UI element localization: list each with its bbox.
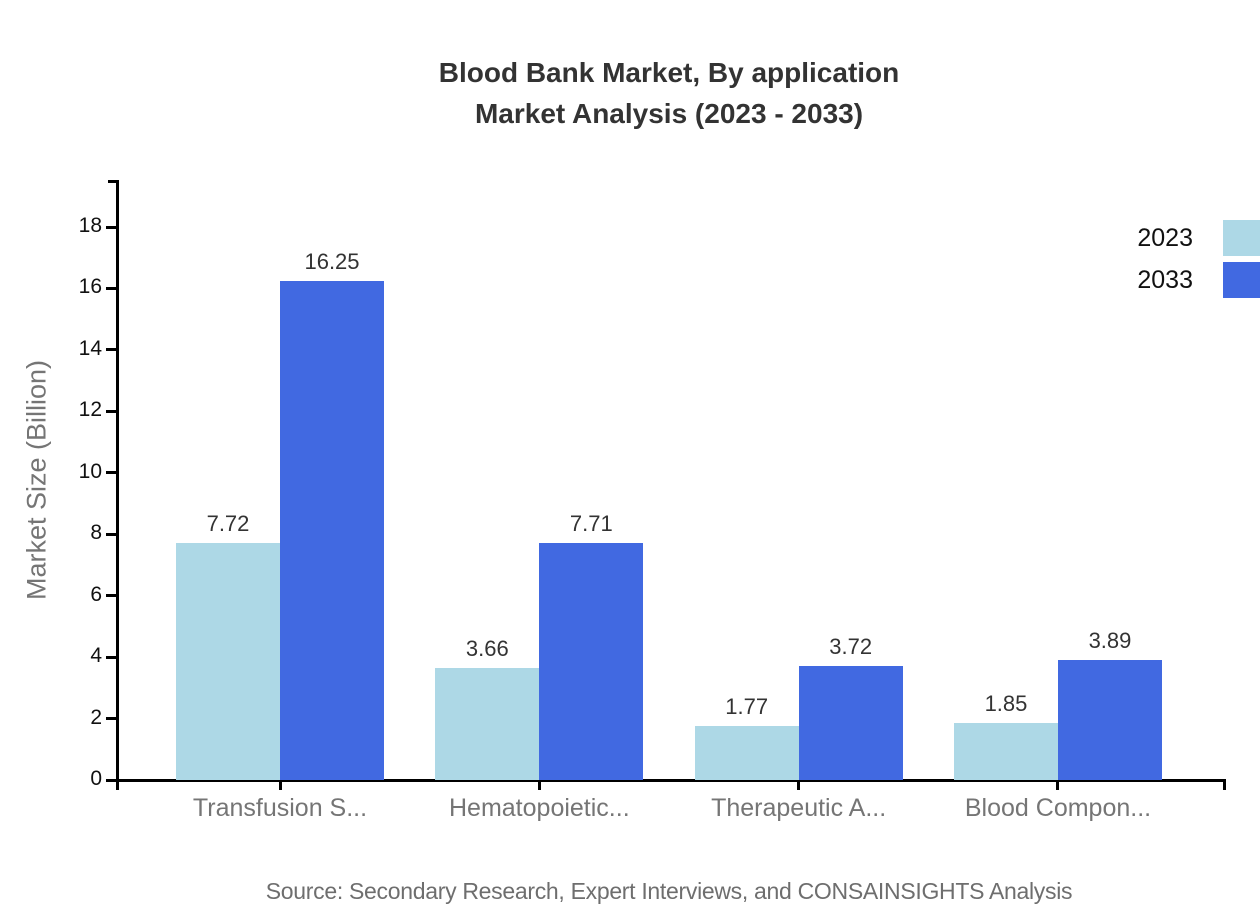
y-tick [106, 409, 118, 413]
y-tick [106, 348, 118, 352]
bar-value-label: 1.85 [984, 691, 1028, 717]
y-tick [106, 225, 118, 229]
legend-item-2033: 2033 [1137, 262, 1260, 298]
x-axis-right-tick [1223, 779, 1226, 790]
bar-2023-0 [176, 542, 280, 780]
x-tick [537, 780, 541, 790]
bar-value-label: 7.71 [569, 511, 613, 537]
y-tick [106, 286, 118, 290]
legend-swatch-2023 [1223, 220, 1260, 256]
bar-value-label: 1.77 [725, 693, 769, 719]
bar-value-label: 3.72 [829, 633, 873, 659]
bar-2033-0 [280, 280, 384, 780]
y-tick-label: 16 [78, 275, 102, 299]
y-tick-label: 8 [90, 521, 102, 545]
y-tick [106, 471, 118, 475]
legend-label-2023: 2023 [1137, 223, 1193, 252]
y-tick-label: 6 [90, 582, 102, 606]
legend-label-2033: 2033 [1137, 265, 1193, 294]
bar-2023-3 [953, 723, 1058, 780]
y-tick [106, 655, 118, 659]
x-tick [278, 780, 282, 790]
bar-value-label: 16.25 [304, 248, 360, 274]
bar-value-label: 3.89 [1088, 628, 1132, 654]
bar-2023-1 [435, 667, 540, 780]
y-tick [106, 717, 118, 721]
x-tick [1056, 780, 1060, 790]
x-tick-label: Therapeutic A... [711, 794, 887, 822]
legend-swatch-2033 [1223, 262, 1260, 298]
y-axis-line [116, 180, 119, 790]
y-tick [106, 532, 118, 536]
chart-title-line2: Market Analysis (2023 - 2033) [474, 98, 864, 129]
y-axis-top-tick [108, 180, 119, 183]
y-tick-label: 12 [78, 398, 102, 422]
y-tick-label: 0 [90, 767, 102, 790]
bar-2033-2 [798, 665, 903, 780]
x-axis-line [116, 779, 1226, 782]
chart-title: Blood Bank Market, By application Market… [78, 52, 1260, 134]
y-tick-label: 14 [78, 336, 102, 360]
y-tick-label: 2 [90, 705, 102, 729]
bar-value-label: 3.66 [465, 635, 509, 661]
y-tick-label: 4 [90, 644, 102, 668]
source-note: Source: Secondary Research, Expert Inter… [265, 878, 1073, 904]
bar-2023-2 [694, 725, 799, 780]
bar-value-label: 7.72 [206, 510, 250, 536]
legend-item-2023: 2023 [1137, 220, 1260, 256]
y-tick [106, 594, 118, 598]
bar-2033-1 [539, 543, 644, 780]
x-tick [797, 780, 801, 790]
y-tick [106, 778, 118, 782]
x-tick-label: Hematopoietic... [449, 794, 630, 822]
y-tick-label: 18 [78, 214, 102, 237]
y-tick-label: 10 [78, 459, 102, 483]
x-tick-label: Blood Compon... [964, 794, 1152, 822]
x-tick-label: Transfusion S... [192, 794, 368, 822]
legend: 2023 2033 [1137, 220, 1260, 304]
bar-2033-3 [1057, 660, 1162, 780]
chart-title-line1: Blood Bank Market, By application [438, 57, 900, 88]
